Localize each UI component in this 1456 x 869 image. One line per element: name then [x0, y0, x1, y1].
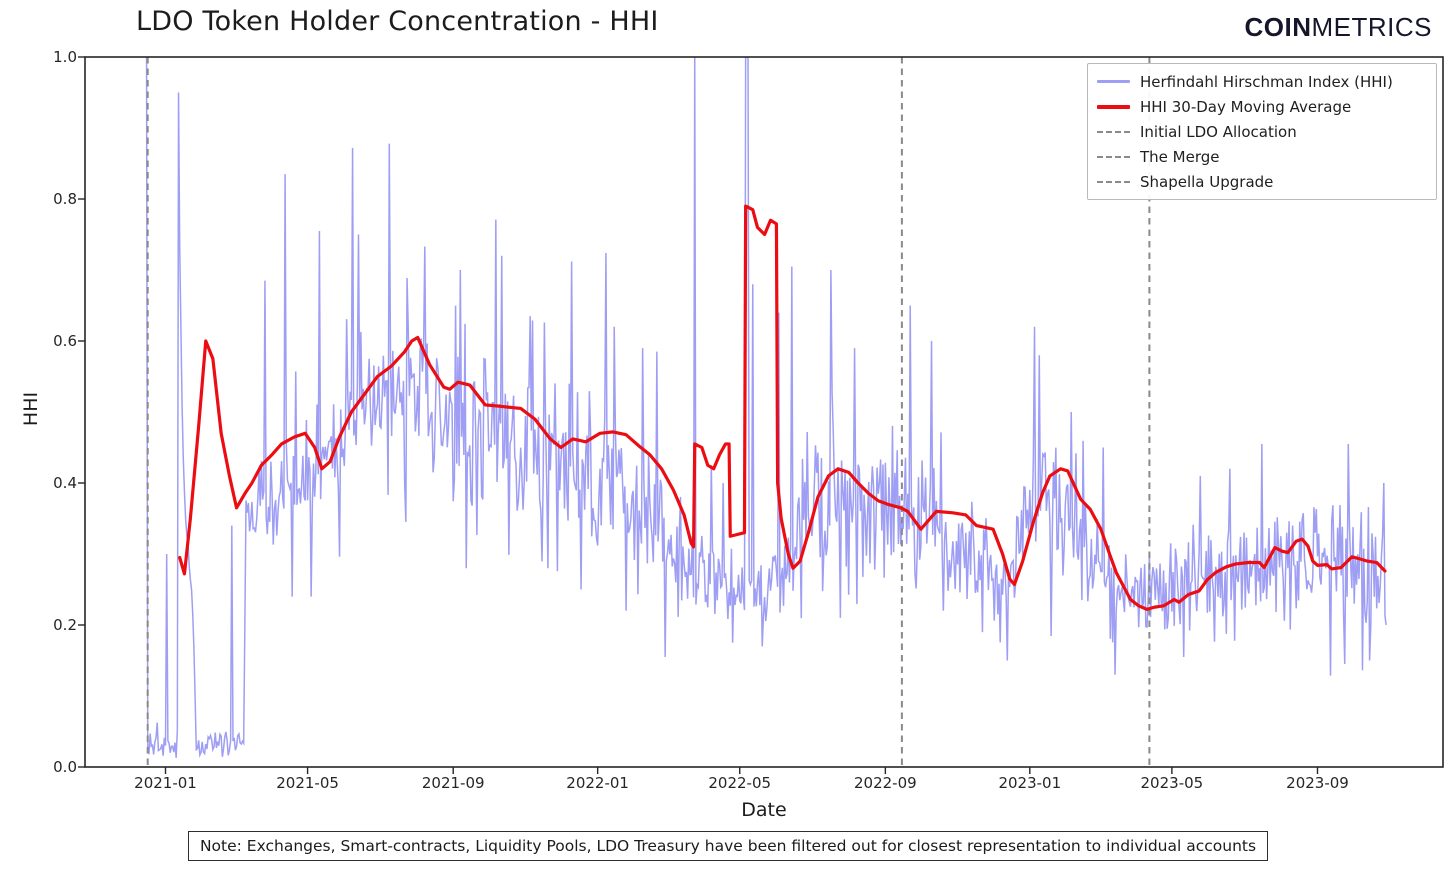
dashed-gray-legend-swatch-icon	[1097, 155, 1130, 158]
x-tick-label: 2023-05	[1140, 774, 1204, 792]
footnote-box: Note: Exchanges, Smart-contracts, Liquid…	[187, 831, 1269, 861]
coinmetrics-logo: COINMETRICS	[1245, 12, 1433, 43]
y-tick-label: 1.0	[53, 48, 77, 66]
legend-label: HHI 30-Day Moving Average	[1140, 97, 1352, 116]
legend-label: Herfindahl Hirschman Index (HHI)	[1140, 72, 1393, 91]
x-tick-label: 2023-09	[1286, 774, 1349, 792]
footnote-wrapper: Note: Exchanges, Smart-contracts, Liquid…	[0, 831, 1456, 861]
dashed-gray-legend-swatch-icon	[1097, 130, 1130, 133]
x-tick-label: 2022-05	[708, 774, 772, 792]
solid-blue-legend-swatch-icon	[1097, 79, 1130, 84]
x-tick-label: 2021-01	[134, 774, 197, 792]
x-axis-label: Date	[741, 799, 787, 821]
chart-title: LDO Token Holder Concentration - HHI	[136, 6, 659, 37]
legend-label: The Merge	[1140, 147, 1220, 166]
logo-text-coin: COIN	[1244, 12, 1312, 42]
x-tick-label: 2023-01	[998, 774, 1062, 792]
chart-legend: Herfindahl Hirschman Index (HHI) HHI 30-D…	[1087, 63, 1437, 200]
x-tick-label: 2022-01	[566, 774, 629, 792]
hhi-line	[145, 57, 1387, 759]
x-tick-label: 2022-09	[854, 774, 917, 792]
legend-item-1: HHI 30-Day Moving Average	[1088, 94, 1436, 119]
y-tick-label: 0.4	[53, 474, 77, 492]
legend-item-0: Herfindahl Hirschman Index (HHI)	[1088, 69, 1436, 94]
axes-spines	[84, 56, 1444, 768]
y-tick-label: 0.8	[53, 190, 77, 208]
legend-item-2: Initial LDO Allocation	[1088, 119, 1436, 144]
dashed-gray-legend-swatch-icon	[1097, 180, 1130, 183]
legend-label: Initial LDO Allocation	[1140, 122, 1297, 141]
logo-text-metrics: METRICS	[1311, 12, 1432, 42]
legend-item-4: Shapella Upgrade	[1088, 169, 1436, 194]
y-tick-label: 0.2	[53, 616, 77, 634]
x-tick-label: 2021-05	[276, 774, 339, 792]
y-tick-label: 0.6	[53, 332, 77, 350]
legend-label: Shapella Upgrade	[1140, 172, 1274, 191]
y-axis-label: HHI	[20, 391, 42, 427]
y-tick-label: 0.0	[53, 758, 77, 776]
legend-item-3: The Merge	[1088, 144, 1436, 169]
solid-red-legend-swatch-icon	[1097, 104, 1130, 109]
x-tick-label: 2021-09	[421, 774, 485, 792]
ma-line	[178, 204, 1387, 611]
